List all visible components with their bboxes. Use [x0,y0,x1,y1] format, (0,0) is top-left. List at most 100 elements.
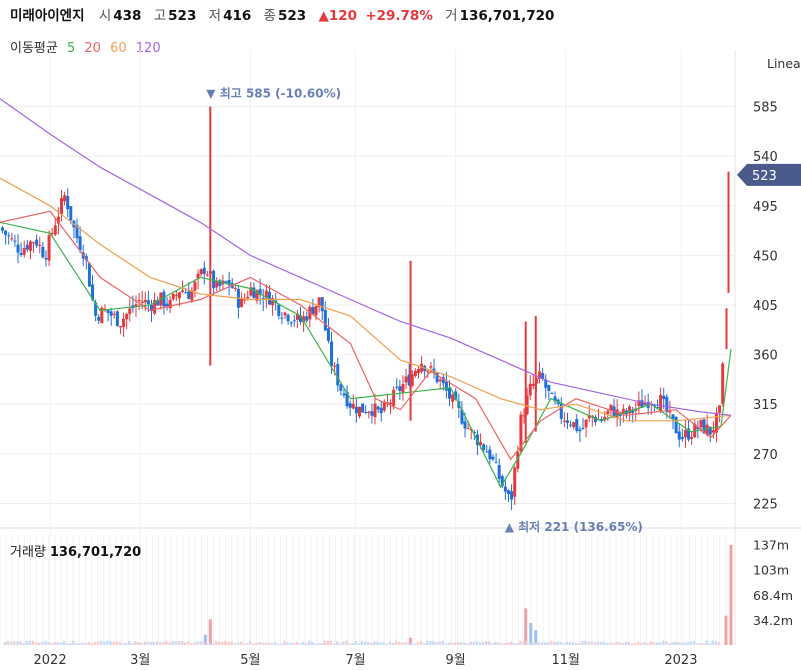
candle [311,307,315,314]
candle [680,437,684,439]
candle [488,449,492,460]
candle [53,225,57,235]
candle [333,366,337,368]
volume-bar [562,643,565,645]
candle [112,313,116,315]
candle [106,309,110,313]
candle [696,426,700,430]
volume-bar [10,641,13,645]
volume-bar [671,642,674,645]
y-tick-label: 450 [753,249,778,264]
candle [565,420,569,423]
candle [187,291,191,299]
low-label: 저 [208,8,222,24]
volume-bar [699,642,702,645]
candle [538,371,542,379]
volume-bar [677,642,680,645]
volume-bar [289,642,292,645]
volume-bar [255,642,258,645]
candle [177,292,181,299]
candle [541,373,545,379]
candle [156,299,160,306]
candle [407,374,411,386]
volume-bar [360,640,364,645]
candle [162,291,166,307]
volume-bar [534,642,538,645]
volume-bar [3,642,7,645]
ma-legend[interactable]: 이동평균 5 20 60 120 [10,37,166,56]
candle [125,313,129,320]
volume-bar [320,642,323,645]
candle [389,402,393,404]
candle [435,372,439,383]
candle [38,245,42,247]
candle [491,456,495,460]
volume-bar [177,641,181,645]
candle [233,287,237,289]
volume-bar [186,641,190,645]
volume-bar [668,643,671,645]
candle [28,241,32,251]
volume-bar [301,641,305,645]
candle [4,230,8,235]
volume-bar [553,642,556,645]
candle [171,293,175,300]
stock-name[interactable]: 미래아이엔지 [10,8,85,24]
volume-bar [556,641,559,645]
candle [485,451,489,453]
volume-bar [587,641,590,645]
volume-bar [627,641,631,645]
scale-toggle[interactable]: Linea [767,56,801,71]
volume-bar [100,640,103,645]
volume-bar [357,643,361,645]
ma-60[interactable]: 60 [110,41,127,56]
volume-bar [199,641,202,645]
candle [699,420,703,428]
volume-bar [78,643,81,645]
candle [69,206,73,221]
candle [587,415,591,419]
volume-bar [124,642,128,645]
volume-bar [696,643,699,645]
x-tick-label: 2022 [34,653,67,668]
volume-bar [724,615,728,645]
ma-5[interactable]: 5 [66,41,76,56]
ma-legend-label: 이동평균 [10,41,58,56]
candle [513,467,517,497]
candle [361,403,365,413]
candle [500,476,504,487]
y-tick-label: 495 [753,200,778,215]
volume-bar [127,640,131,645]
volume-bar [596,641,600,645]
volume-bar [174,641,177,645]
volume-bar [618,641,621,645]
candle [115,311,119,327]
ma-20[interactable]: 20 [84,41,101,56]
volume-bar [37,642,41,645]
x-tick-label: 7월 [345,653,365,668]
candle [345,392,349,407]
volume-bar [221,641,224,645]
volume-bar [72,640,75,645]
volume-bar [258,641,261,645]
candle [665,396,669,413]
candle [348,403,352,408]
volume-tick-label: 34.2m [753,613,793,628]
volume-bar [249,640,252,645]
candle [559,403,563,419]
ma-120[interactable]: 120 [135,41,161,56]
volume-bar [484,641,488,645]
volume-bar [404,642,407,645]
volume-bar [509,641,513,645]
volume-bar [705,640,708,645]
volume-bar [435,642,438,645]
volume-bar [680,642,683,645]
candle [575,419,579,431]
candle [174,295,178,297]
candle [392,389,396,406]
candle [584,419,588,428]
candle [109,311,113,316]
candle [553,396,557,402]
volume-label: 거 [445,8,458,24]
